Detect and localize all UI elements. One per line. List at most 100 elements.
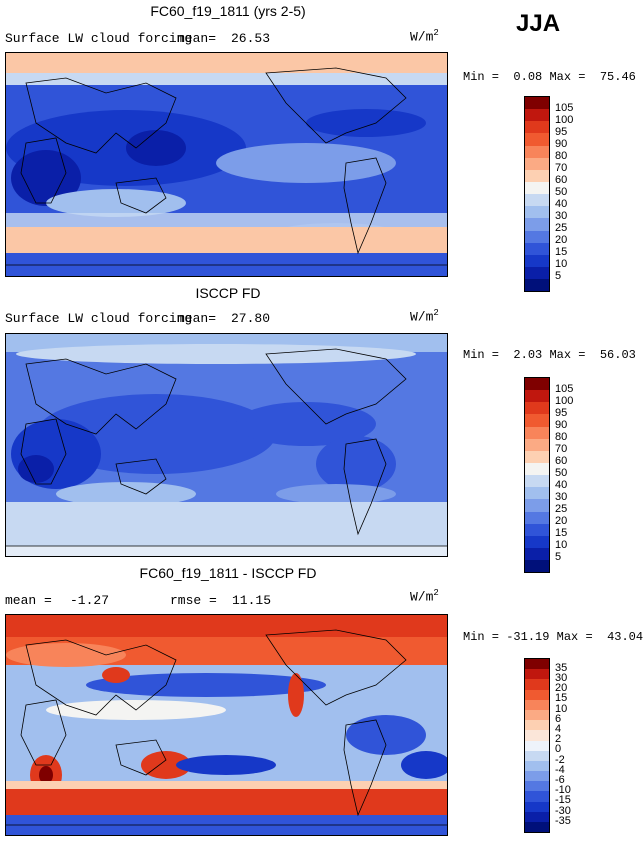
colorbar-tick-label: 100 xyxy=(555,114,574,126)
colorbar-tick-label: -10 xyxy=(555,784,571,796)
colorbar-swatch xyxy=(525,669,549,680)
colorbar-tick-label: 10 xyxy=(555,703,568,715)
panel-model-mean-value: 26.53 xyxy=(231,31,271,46)
colorbar-swatch xyxy=(525,547,549,561)
colorbar-swatch xyxy=(525,462,549,476)
colorbar-swatch xyxy=(525,279,549,292)
colorbar-swatch xyxy=(525,523,549,536)
colorbar-swatch xyxy=(525,709,549,721)
colorbar-tick-label: 15 xyxy=(555,527,568,539)
colorbar-tick-label: -4 xyxy=(555,764,565,776)
colorbar-tick-label: 15 xyxy=(555,246,568,258)
colorbar-swatch xyxy=(525,499,549,512)
season-label: JJA xyxy=(516,10,561,37)
panel-model-map-graphic xyxy=(6,53,447,276)
colorbar-swatch xyxy=(525,771,549,782)
panel-obs-title: ISCCP FD xyxy=(195,285,261,301)
colorbar-tick-label: 5 xyxy=(555,270,562,282)
colorbar-swatch xyxy=(525,169,549,182)
colorbar-swatch xyxy=(525,157,549,170)
colorbar-tick-label: 20 xyxy=(555,515,568,527)
panel-model-title: FC60_f19_1811 (yrs 2-5) xyxy=(150,3,306,19)
colorbar-tick-label: 2 xyxy=(555,733,562,745)
colorbar-swatch xyxy=(525,97,549,110)
colorbar-tick-label: 30 xyxy=(555,491,568,503)
colorbar-tick-label: -2 xyxy=(555,754,565,766)
panel-model-variable: Surface LW cloud forcing xyxy=(5,31,193,46)
panel-obs-mean-value: 27.80 xyxy=(231,311,271,326)
colorbar-tick-label: 25 xyxy=(555,503,568,515)
colorbar-tick-label: 70 xyxy=(555,162,568,174)
panel-diff-mean-label: mean = xyxy=(5,593,52,608)
panel-diff-rmse-value: 11.15 xyxy=(232,593,272,608)
panel-obs-variable: Surface LW cloud forcing xyxy=(5,311,193,326)
colorbar-tick-label: 40 xyxy=(555,198,568,210)
colorbar-swatch xyxy=(525,450,549,463)
colorbar-tick-label: -15 xyxy=(555,794,571,806)
colorbar-tick-label: 20 xyxy=(555,682,568,694)
colorbar-tick-label: 70 xyxy=(555,443,568,455)
panel-obs-map-graphic xyxy=(6,334,447,556)
colorbar-swatch xyxy=(525,254,549,267)
colorbar-swatch xyxy=(525,218,549,231)
colorbar-swatch xyxy=(525,378,549,391)
panel-diff-colorbar xyxy=(524,658,550,834)
panel-diff-map-graphic xyxy=(6,615,447,835)
colorbar-swatch xyxy=(525,750,549,761)
panel-model-units: W/m2 xyxy=(410,28,439,45)
colorbar-tick-label: 60 xyxy=(555,455,568,467)
colorbar-swatch xyxy=(525,720,549,731)
colorbar-tick-label: 100 xyxy=(555,395,574,407)
panel-obs-colorbar xyxy=(524,377,550,574)
panel-diff-map xyxy=(5,614,448,836)
colorbar-tick-label: 15 xyxy=(555,692,568,704)
colorbar-swatch xyxy=(525,390,549,403)
colorbar-tick-label: 95 xyxy=(555,407,568,419)
colorbar-swatch xyxy=(525,659,549,670)
panel-obs-map xyxy=(5,333,448,557)
panel-diff-rmse-label: rmse = xyxy=(170,593,217,608)
panel-diff-units: W/m2 xyxy=(410,588,439,605)
colorbar-tick-label: 90 xyxy=(555,138,568,150)
colorbar-swatch xyxy=(525,181,549,195)
colorbar-swatch xyxy=(525,475,549,488)
panel-model-map xyxy=(5,52,448,277)
colorbar-swatch xyxy=(525,414,549,427)
colorbar-tick-label: 30 xyxy=(555,672,568,684)
colorbar-swatch xyxy=(525,699,549,710)
colorbar-tick-label: 105 xyxy=(555,102,574,114)
panel-diff-mean-value: -1.27 xyxy=(70,593,110,608)
panel-diff-minmax: Min = -31.19 Max = 43.04 xyxy=(463,630,644,644)
colorbar-swatch xyxy=(525,535,549,548)
colorbar-swatch xyxy=(525,206,549,219)
colorbar-tick-label: 5 xyxy=(555,551,562,563)
colorbar-swatch xyxy=(525,822,549,833)
colorbar-swatch xyxy=(525,781,549,792)
colorbar-swatch xyxy=(525,487,549,500)
colorbar-tick-label: -35 xyxy=(555,815,571,827)
colorbar-swatch xyxy=(525,402,549,415)
panel-obs-units: W/m2 xyxy=(410,308,439,325)
colorbar-tick-label: 95 xyxy=(555,126,568,138)
colorbar-tick-label: 80 xyxy=(555,431,568,443)
colorbar-swatch xyxy=(525,811,549,822)
panel-model-colorbar xyxy=(524,96,550,293)
colorbar-tick-label: 105 xyxy=(555,383,574,395)
colorbar-tick-label: 35 xyxy=(555,662,568,674)
colorbar-tick-label: -30 xyxy=(555,805,571,817)
colorbar-tick-label: -6 xyxy=(555,774,565,786)
panel-obs-minmax: Min = 2.03 Max = 56.03 xyxy=(463,348,636,362)
colorbar-tick-label: 50 xyxy=(555,467,568,479)
colorbar-tick-label: 50 xyxy=(555,186,568,198)
colorbar-tick-label: 30 xyxy=(555,210,568,222)
colorbar-tick-label: 40 xyxy=(555,479,568,491)
colorbar-swatch xyxy=(525,242,549,255)
colorbar-swatch xyxy=(525,689,549,700)
colorbar-swatch xyxy=(525,109,549,122)
colorbar-tick-label: 25 xyxy=(555,222,568,234)
colorbar-tick-label: 90 xyxy=(555,419,568,431)
panel-obs-mean-label: mean= xyxy=(177,311,217,326)
colorbar-swatch xyxy=(525,438,549,451)
colorbar-tick-label: 20 xyxy=(555,234,568,246)
colorbar-swatch xyxy=(525,730,549,741)
